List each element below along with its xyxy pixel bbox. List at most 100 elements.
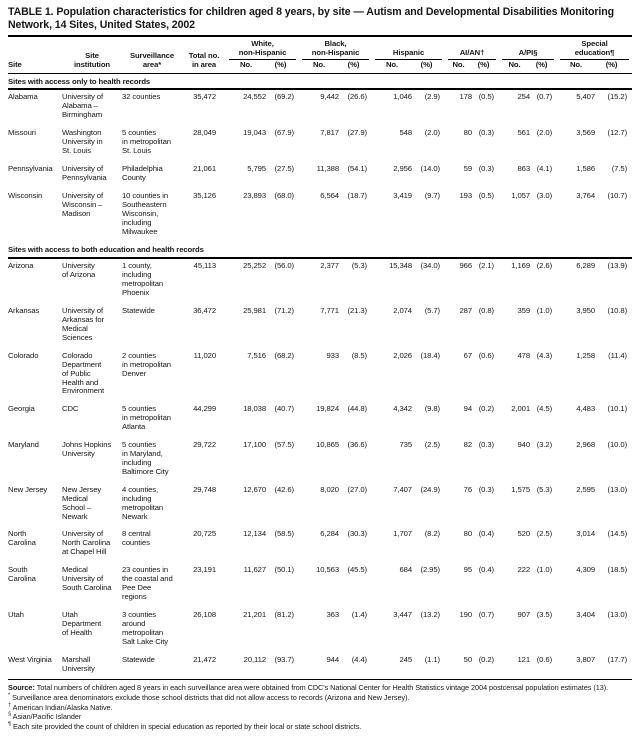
total-cell: 23,191 [193,565,216,575]
count-cell: 254 [517,92,531,102]
count-cell: 12,134 [243,529,266,539]
percent-cell: (2.5) [424,440,440,450]
subheader-pct: (%) [472,59,500,74]
percent-cell: (27.9) [347,128,368,138]
percent-cell: (24.9) [420,484,441,494]
count-cell: 6,284 [320,529,339,539]
percent-cell: (2.9) [424,92,440,102]
count-cell: 561 [517,128,531,138]
percent-cell: (30.3) [347,529,368,539]
count-cell: 80 [463,529,472,539]
percent-cell: (81.2) [274,609,295,619]
percent-cell: (4.4) [351,654,367,664]
total-cell: 21,472 [193,654,216,664]
table-row: Wisconsin University of Wisconsin – Madis… [8,189,632,243]
area-cell: 5 counties in metropolitan Atlanta [122,404,171,432]
table-row: North Carolina University of North Caroli… [8,527,632,563]
count-cell: 80 [463,128,472,138]
institution-cell: CDC [62,404,79,414]
count-cell: 966 [459,261,472,271]
count-cell: 907 [517,609,531,619]
count-cell: 1,258 [576,350,596,360]
total-cell: 26,108 [193,609,216,619]
count-cell: 245 [399,654,412,664]
percent-cell: (18.7) [347,190,368,200]
count-cell: 520 [517,529,531,539]
area-cell: Philadelphia County [122,163,163,182]
count-cell: 5,407 [576,92,596,102]
percent-cell: (7.5) [611,163,628,173]
count-cell: 548 [399,128,412,138]
percent-cell: (4.5) [536,404,553,414]
count-cell: 2,968 [576,440,596,450]
subheader-no: No. [299,59,339,74]
area-cell: 23 counties in the coastal and Pee Dee r… [122,565,173,602]
column-group-header: White, non-Hispanic [226,37,299,60]
percent-cell: (0.6) [536,654,553,664]
percent-cell: (57.5) [274,440,295,450]
percent-cell: (2.1) [478,261,495,271]
percent-cell: (71.2) [274,306,295,316]
table-row: New Jersey New Jersey Medical School – Ne… [8,483,632,528]
percent-cell: (69.2) [274,92,295,102]
column-group-header: A/PI§ [499,37,557,60]
percent-cell: (3.5) [536,609,553,619]
count-cell: 1,586 [576,163,596,173]
count-cell: 2,595 [576,484,596,494]
count-cell: 19,824 [316,404,339,414]
count-cell: 684 [399,565,412,575]
institution-cell: University of North Carolina at Chapel H… [62,529,111,557]
count-cell: 1,057 [511,190,531,200]
percent-cell: (3.0) [536,190,553,200]
subheader-no: No. [445,59,472,74]
site-cell: Maryland [8,440,39,450]
percent-cell: (11.4) [608,350,628,360]
percent-cell: (14.0) [420,163,441,173]
count-cell: 10,865 [316,440,339,450]
count-cell: 18,038 [243,404,266,414]
percent-cell: (17.7) [607,654,628,664]
percent-cell: (13.2) [420,609,441,619]
subheader-no: No. [372,59,412,74]
area-cell: Statewide [122,306,155,316]
institution-cell: New Jersey Medical School – Newark [62,484,102,521]
column-group-header: AI/AN† [445,37,499,60]
percent-cell: (27.0) [347,484,368,494]
subheader-pct: (%) [595,59,633,74]
count-cell: 20,112 [243,654,266,664]
count-cell: 2,074 [393,306,412,316]
count-cell: 17,100 [243,440,266,450]
percent-cell: (10.0) [607,440,628,450]
site-cell: Georgia [8,404,35,414]
site-cell: Missouri [8,128,36,138]
column-header: Surveillance area* [122,37,182,74]
count-cell: 19,043 [243,128,266,138]
percent-cell: (9.8) [424,404,440,414]
institution-cell: Colorado Department of Public Health and… [62,350,105,396]
count-cell: 2,377 [320,261,339,271]
count-cell: 25,981 [243,306,266,316]
percent-cell: (40.7) [274,404,295,414]
footnote: † American Indian/Alaska Native. [8,702,113,712]
area-cell: 10 counties in Southeastern Wisconsin, i… [122,190,169,236]
area-cell: 3 counties around metropolitan Salt Lake… [122,609,169,646]
area-cell: 2 counties in metropolitan Denver [122,350,171,378]
percent-cell: (8.2) [424,529,440,539]
table-row: South Carolina Medical University of Sout… [8,563,632,608]
count-cell: 7,407 [393,484,412,494]
count-cell: 3,447 [393,609,412,619]
percent-cell: (2.0) [424,128,440,138]
footnote-marker: ¶ [8,721,11,728]
count-cell: 94 [463,404,472,414]
total-cell: 29,748 [193,484,216,494]
percent-cell: (0.7) [478,609,495,619]
subheader-pct: (%) [266,59,299,74]
count-cell: 3,404 [576,609,596,619]
total-cell: 35,126 [193,190,216,200]
institution-cell: University of Wisconsin – Madison [62,190,103,218]
area-cell: Statewide [122,654,155,664]
institution-cell: University of Arizona [62,261,96,280]
area-cell: 8 central counties [122,529,151,548]
percent-cell: (4.3) [536,350,553,360]
